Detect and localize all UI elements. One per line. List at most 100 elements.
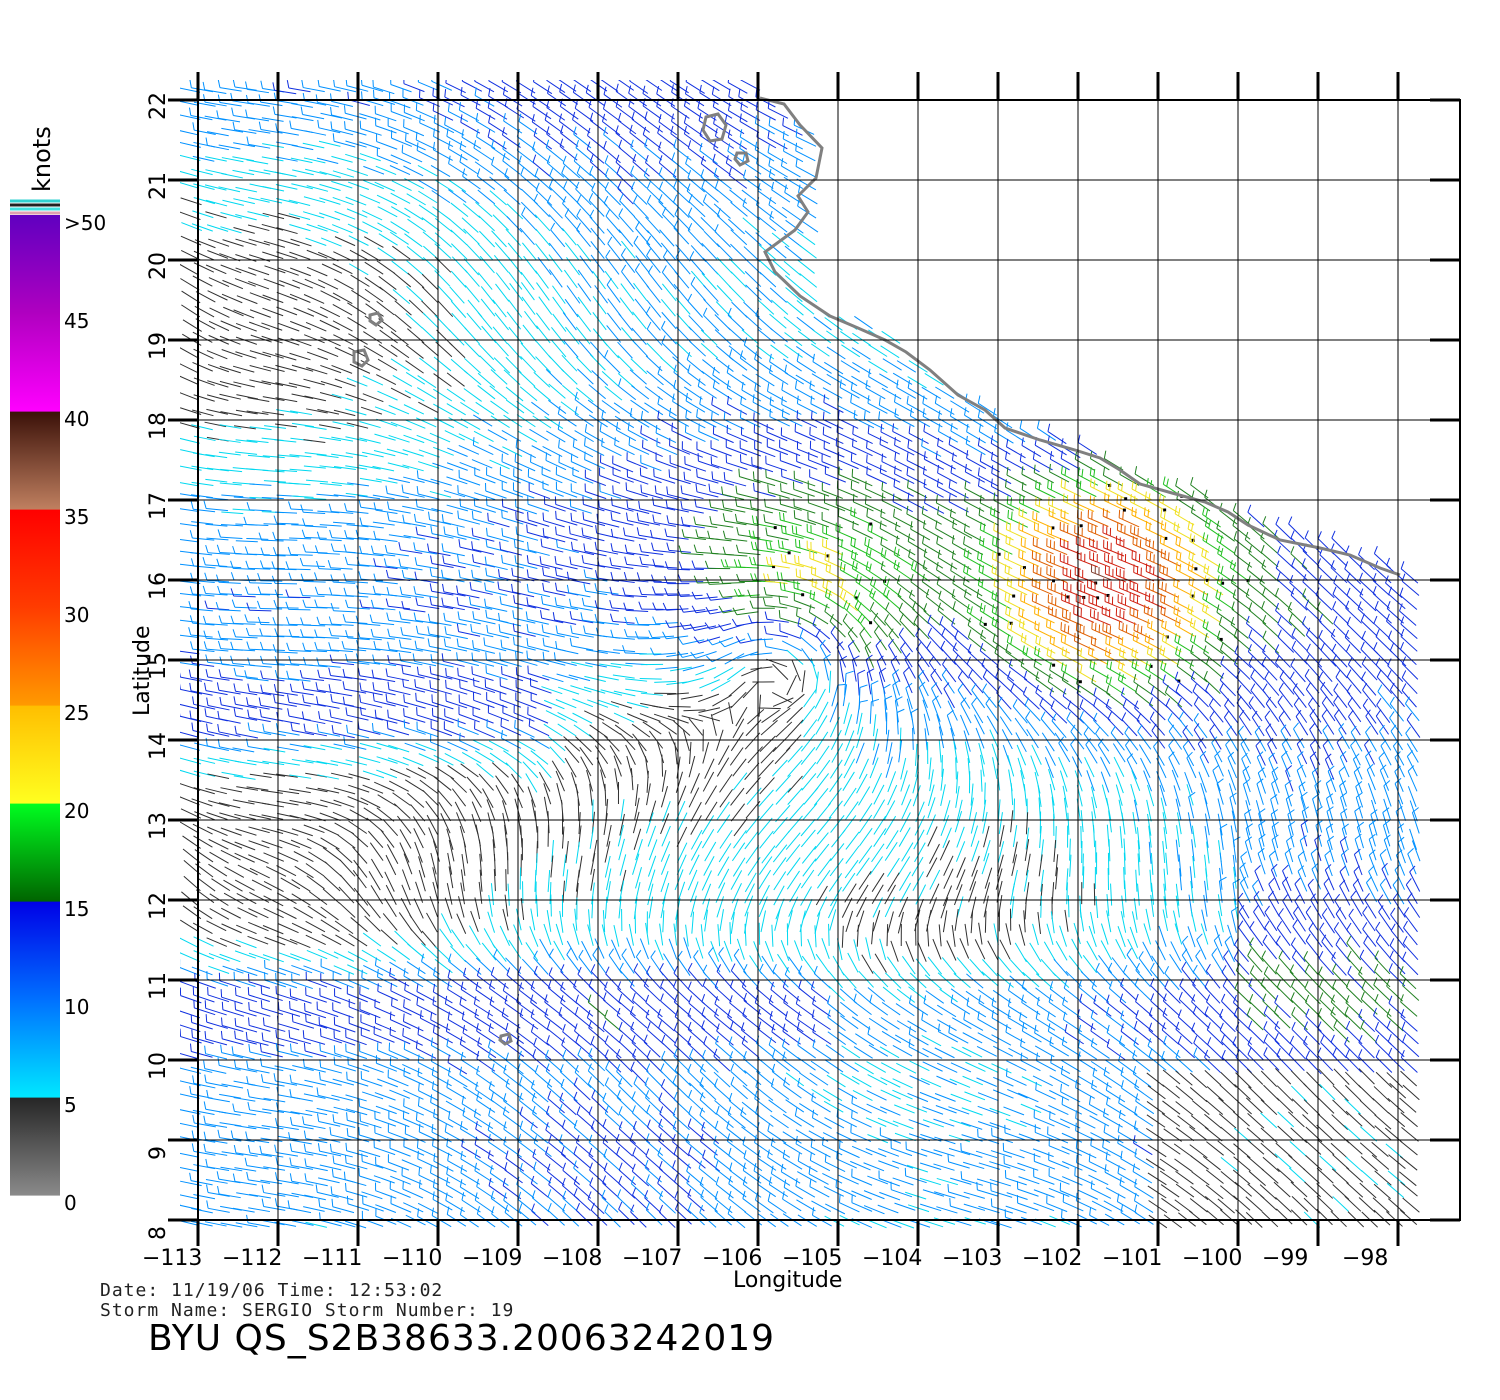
wind-barb xyxy=(180,363,200,374)
wind-barb xyxy=(1164,684,1183,708)
wind-barb xyxy=(193,950,215,960)
wind-barb xyxy=(825,562,846,582)
wind-barb xyxy=(1095,726,1110,752)
wind-barb xyxy=(557,421,578,442)
wind-barb xyxy=(1126,947,1141,974)
wind-barb xyxy=(635,616,661,626)
wind-barb xyxy=(334,466,356,471)
wind-barb xyxy=(526,650,549,665)
wind-barb xyxy=(1261,559,1280,583)
wind-barb xyxy=(464,285,480,303)
wind-barb xyxy=(421,300,438,317)
wind-barb xyxy=(632,853,640,875)
wind-barb xyxy=(1075,536,1097,553)
wind-barb xyxy=(180,731,199,738)
wind-barb xyxy=(377,390,398,401)
wind-barb xyxy=(760,746,777,764)
wind-barb xyxy=(319,319,340,331)
wind-barb xyxy=(1130,524,1151,543)
wind-barb xyxy=(683,386,703,400)
wind-barb xyxy=(725,454,748,471)
wind-barb xyxy=(634,784,639,806)
wind-barb xyxy=(534,168,552,191)
wind-barb xyxy=(221,494,244,498)
wind-barb xyxy=(392,792,411,806)
wind-barb xyxy=(328,667,353,679)
wind-barb xyxy=(246,641,272,651)
wind-barb xyxy=(433,356,452,372)
wind-barb xyxy=(205,156,227,162)
wind-barb xyxy=(195,291,216,303)
wind-barb xyxy=(332,170,355,178)
wind-barb xyxy=(421,286,439,303)
wind-barb xyxy=(599,467,621,484)
wind-barb xyxy=(1076,509,1098,528)
wind-barb xyxy=(801,955,816,975)
wind-barb xyxy=(1010,783,1014,806)
wind-barb xyxy=(465,944,481,962)
wind-barb xyxy=(345,153,367,162)
wind-barb xyxy=(317,279,339,290)
wind-barb xyxy=(207,380,229,388)
wind-barb xyxy=(713,667,734,679)
wind-barb xyxy=(1260,544,1279,568)
wind-barb xyxy=(646,370,664,386)
wind-barb xyxy=(218,802,241,809)
wind-barb xyxy=(1335,907,1349,933)
wind-barb xyxy=(938,740,942,763)
wind-barb xyxy=(1330,1006,1347,1031)
wind-barb xyxy=(693,516,718,529)
wind-barb xyxy=(796,441,819,458)
wind-barb xyxy=(220,211,242,219)
wind-barb xyxy=(626,468,649,485)
wind-barb xyxy=(346,208,368,218)
wind-barb xyxy=(1119,580,1141,598)
wind-barb xyxy=(652,616,678,625)
wind-barb xyxy=(744,872,757,893)
wind-barb xyxy=(588,384,606,400)
wind-barb xyxy=(800,705,816,724)
wind-barb xyxy=(1256,778,1264,805)
wind-barb xyxy=(1073,922,1081,945)
wind-barb xyxy=(967,617,987,639)
wind-barb xyxy=(506,203,524,220)
wind-barb xyxy=(666,515,691,528)
wind-barb xyxy=(351,832,369,848)
wind-barb xyxy=(868,344,888,357)
wind-barb xyxy=(192,275,213,287)
wind-barb xyxy=(1388,963,1406,987)
wind-barb xyxy=(430,555,454,569)
wind-barb xyxy=(546,194,563,219)
wind-barb xyxy=(753,424,775,442)
wind-barb xyxy=(445,80,466,94)
wind-barb xyxy=(401,484,425,498)
wind-barb xyxy=(749,600,775,609)
wind-barb xyxy=(492,326,508,345)
wind-barb xyxy=(727,102,748,123)
wind-barb xyxy=(520,355,537,373)
wind-barb xyxy=(421,273,439,290)
wind-barb xyxy=(501,509,524,525)
wind-barb xyxy=(518,371,536,387)
wind-barb xyxy=(1389,696,1404,722)
wind-barb xyxy=(638,500,662,515)
wind-barb xyxy=(320,380,343,389)
wind-barb xyxy=(447,103,469,123)
wind-barb xyxy=(206,811,228,820)
wind-barb xyxy=(527,706,549,724)
wind-barb xyxy=(359,153,381,162)
wind-barb xyxy=(781,468,803,484)
wind-barb xyxy=(316,1001,339,1018)
wind-barb xyxy=(652,497,676,511)
wind-barb xyxy=(405,360,424,374)
wind-barb xyxy=(205,264,227,275)
wind-barb xyxy=(629,80,649,94)
wind-barb xyxy=(235,351,257,359)
wind-barb xyxy=(433,388,453,402)
wind-barb xyxy=(504,168,523,191)
wind-barb xyxy=(386,448,409,456)
wind-barb xyxy=(494,312,509,331)
wind-barb xyxy=(516,414,536,428)
wind-barb xyxy=(673,220,690,245)
wind-barb xyxy=(901,842,914,862)
